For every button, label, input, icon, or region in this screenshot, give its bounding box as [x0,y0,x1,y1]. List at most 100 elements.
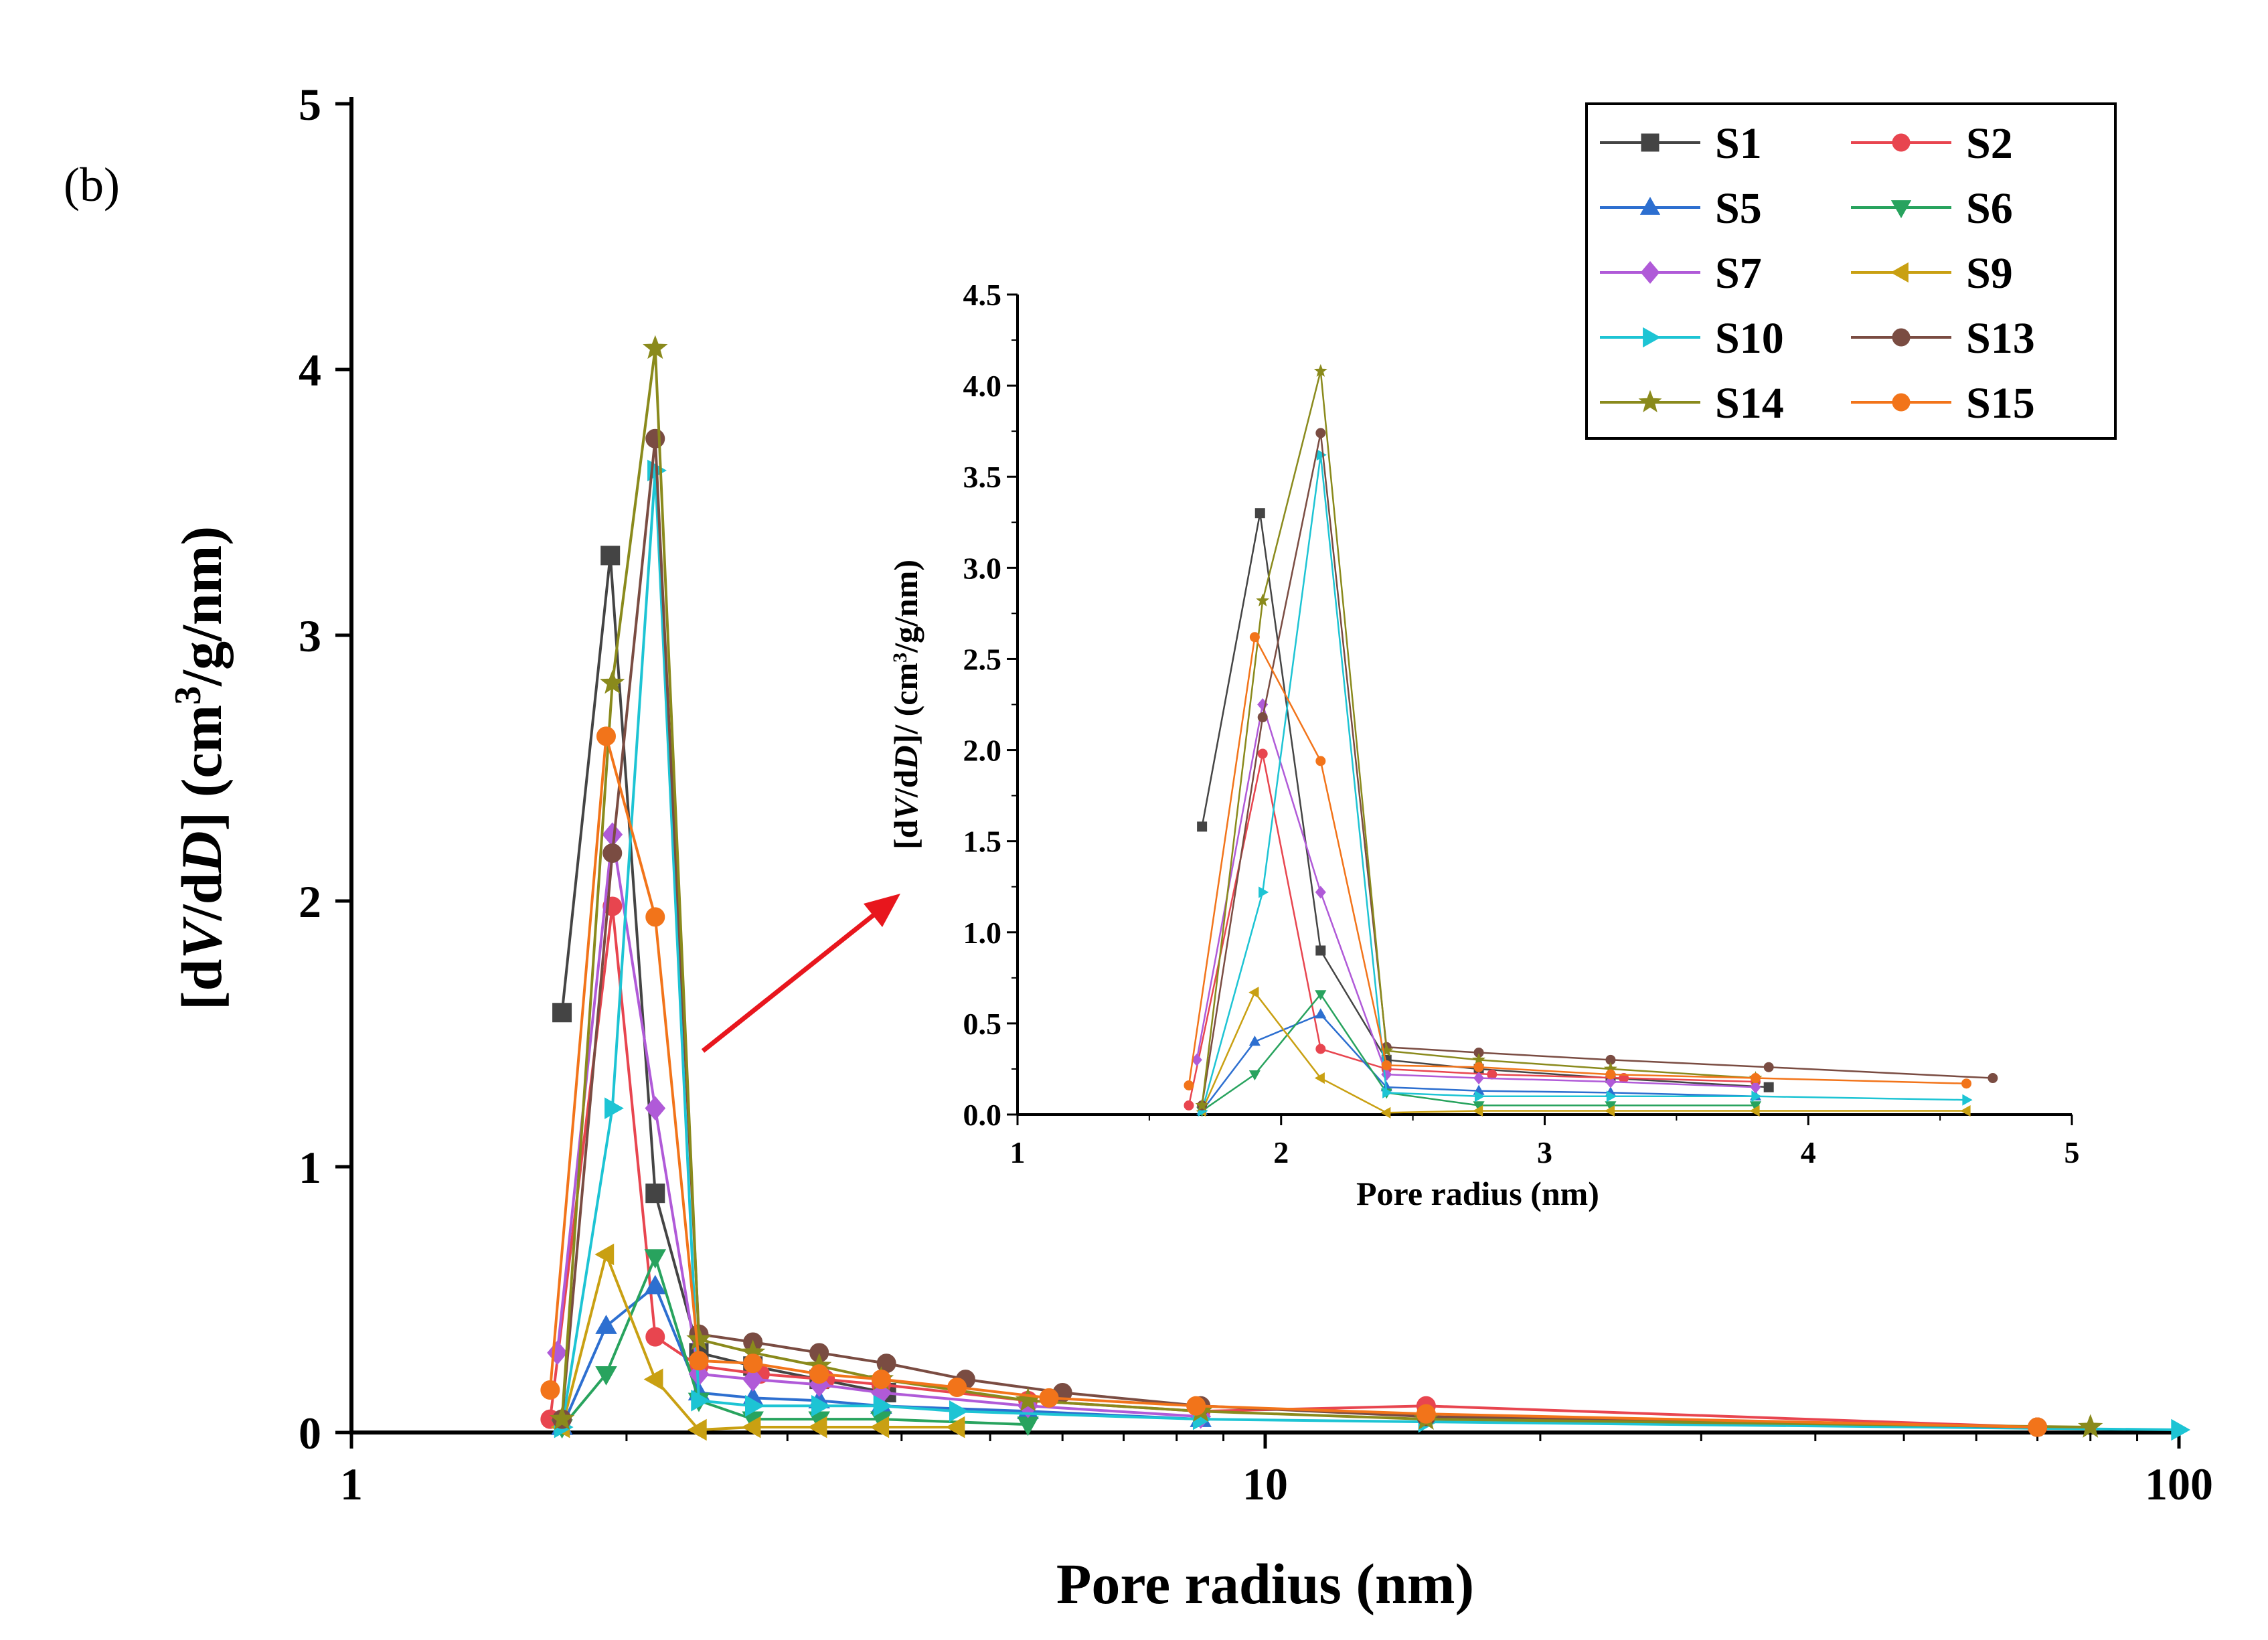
legend-label: S1 [1715,119,1762,168]
main-point-S9 [643,1368,663,1390]
main-point-S15 [2028,1417,2048,1437]
main-point-S15 [1039,1388,1059,1408]
main-point-S7 [547,1340,568,1366]
inset-point-S9 [1380,1106,1391,1119]
legend-item-S5: S5 [1600,184,1762,233]
main-point-S13 [602,843,623,864]
main-point-S14 [600,669,625,694]
inset-x-tick-label: 2 [1273,1135,1289,1169]
main-y-tick-label: 4 [299,345,321,396]
main-point-S15 [645,907,665,927]
inset-point-S5 [1315,1008,1327,1019]
main-point-S15 [871,1370,891,1390]
main-ylabel-part-2: V [169,916,234,959]
inset-y-axis-label: [dV/dD]/ (cm3/g/nm) [887,560,924,849]
legend-item-S2: S2 [1851,119,2013,168]
legend-swatch-marker [1892,133,1911,152]
main-point-S9 [741,1416,761,1439]
main-point-S15 [743,1354,763,1374]
main-point-S10 [744,1395,764,1417]
main-point-S5 [644,1275,667,1295]
inset-point-S1 [1197,821,1208,832]
main-series [540,335,2191,1441]
main-point-S14 [643,335,668,359]
main-point-S10 [691,1390,711,1412]
inset-point-S13 [1315,428,1326,438]
main-point-S6 [644,1249,667,1269]
main-point-S7 [742,1367,764,1392]
inset-point-S1 [1254,508,1265,519]
main-ylabel-part-7: /g/nm) [169,526,234,687]
legend-swatch-marker [1890,200,1912,218]
inset-series-S7 [1191,698,1761,1094]
inset-point-S7 [1315,886,1326,899]
main-y-tick-label: 0 [299,1408,321,1459]
legend-swatch-marker [1643,327,1661,348]
main-point-S9 [870,1416,890,1439]
inset-x-tick-label: 3 [1537,1135,1552,1169]
inset-point-S7 [1473,1072,1485,1085]
inset-y-tick-label: 0.0 [963,1098,1002,1132]
main-point-S15 [1186,1396,1206,1416]
legend-item-S10: S10 [1600,314,1784,363]
inset-point-S2 [1184,1100,1194,1111]
inset-line-S14 [1201,371,1756,1106]
main-line-S13 [560,438,2038,1429]
legend-swatch-marker [1638,390,1662,412]
main-point-S10 [604,1097,624,1119]
legend-label: S2 [1966,119,2013,168]
legend-swatch-marker [1640,260,1660,284]
main-series-S15 [540,726,2048,1437]
main-x-axis-label: Pore radius (nm) [1056,1552,1474,1616]
inset-point-S15 [1473,1062,1484,1072]
inset-ylabel-part-2: V [887,795,924,820]
inset-ylabel-part-5: ]/ (cm [887,663,924,746]
legend-item-S9: S9 [1851,249,2013,298]
inset-point-S9 [1248,987,1259,999]
main-point-S5 [595,1315,617,1334]
main-x-tick-label: 100 [2145,1459,2213,1509]
legend-item-S13: S13 [1851,314,2035,363]
inset-point-S9 [1960,1104,1971,1117]
inset-point-S13 [1988,1073,1998,1084]
inset-point-S5 [1248,1036,1261,1046]
main-y-tick-label: 3 [299,610,321,661]
main-point-S10 [949,1400,969,1422]
main-y-tick-label: 5 [299,79,321,130]
main-ylabel-part-6: 3 [167,686,209,705]
inset-series [1184,363,1998,1119]
legend: S1 S2 S5 S6 S7 S9 S10 S13 S14 S15 [1585,102,2117,440]
inset-point-S15 [1315,756,1326,766]
legend-label: S9 [1966,249,2013,298]
inset-line-S13 [1201,432,1993,1106]
legend-label: S14 [1715,379,1784,428]
legend-swatch-marker [1890,262,1909,283]
main-ylabel-part-4: D [169,831,234,873]
inset-x-axis-label: Pore radius (nm) [1356,1175,1599,1212]
legend-item-S15: S15 [1851,379,2035,428]
panel-label: (b) [64,158,120,212]
main-point-S1 [645,1183,665,1204]
main-x-tick-label: 10 [1242,1459,1288,1509]
main-point-S15 [540,1380,560,1400]
main-point-S9 [687,1418,707,1441]
inset-series-S13 [1197,428,1998,1111]
inset-y-tick-label: 3.5 [963,460,1002,494]
inset-point-S15 [1184,1080,1194,1090]
main-point-S14 [686,1326,712,1350]
legend-swatch-marker [1641,133,1659,152]
inset-y-tick-label: 3.0 [963,551,1002,585]
legend-label: S10 [1715,314,1784,363]
inset-arrow-head [864,894,900,927]
legend-label: S15 [1966,379,2035,428]
inset-axes: 0.0 0.5 1.0 1.5 2.0 2.5 3.0 3.5 4.0 4.5 1 2 3 4 5 [963,278,2080,1169]
inset-series-S14 [1195,363,1763,1111]
inset-point-S6 [1315,990,1327,1001]
main-point-S10 [811,1395,831,1417]
main-point-S15 [689,1351,709,1371]
inset-ylabel-part-1: [d [887,819,924,849]
main-point-S7 [645,1096,666,1121]
main-point-S2 [645,1327,665,1347]
inset-line-S9 [1201,991,1967,1114]
